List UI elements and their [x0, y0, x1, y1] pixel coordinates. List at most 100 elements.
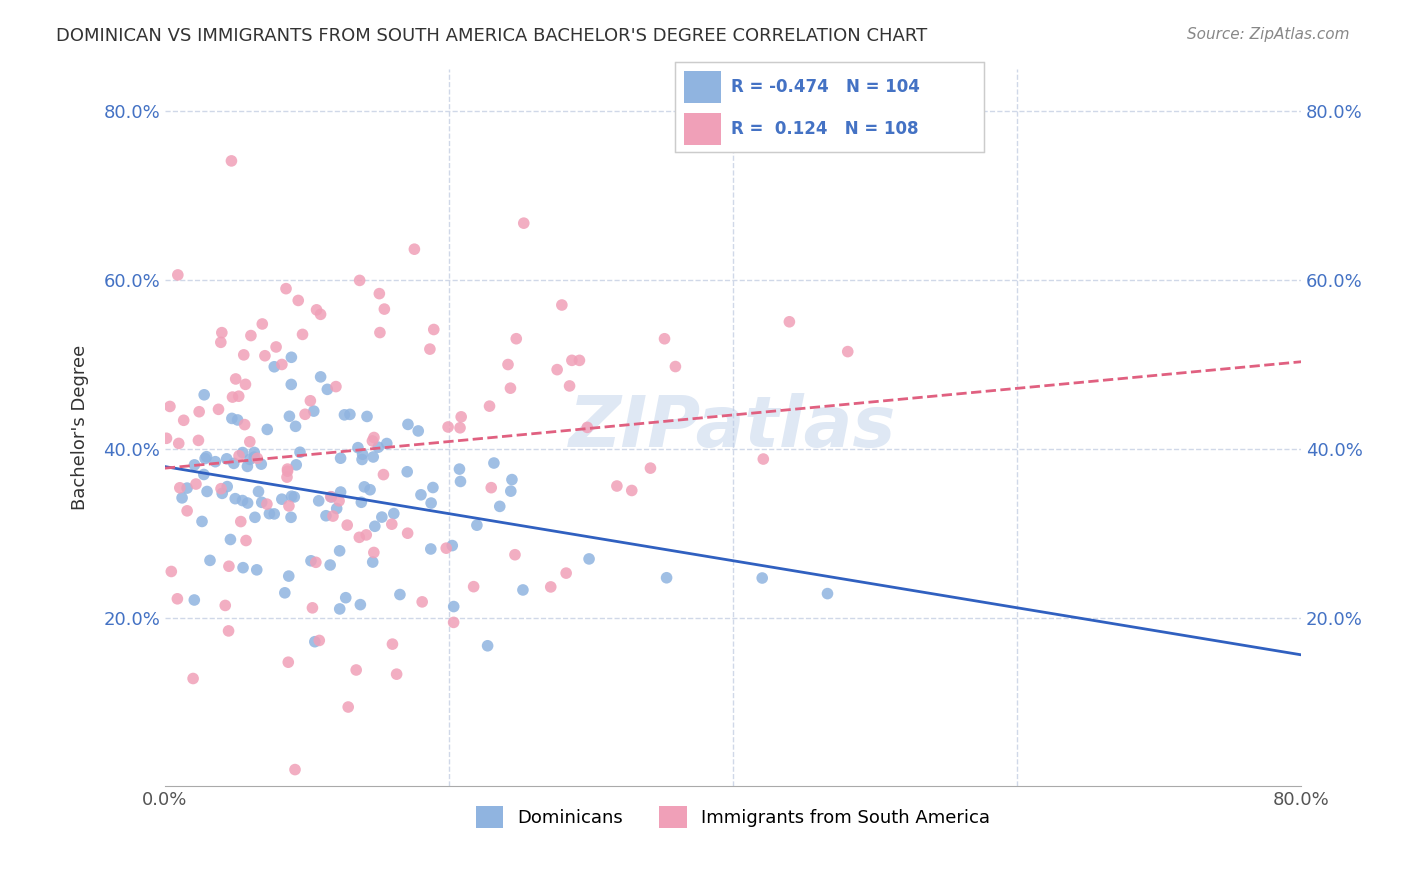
- Immigrants from South America: [291, 327, 314, 342]
- Dominicans: [195, 450, 218, 464]
- Dominicans: [250, 457, 273, 471]
- Immigrants from South America: [264, 340, 287, 354]
- Immigrants from South America: [235, 533, 257, 548]
- Immigrants from South America: [368, 326, 391, 340]
- Immigrants from South America: [551, 298, 574, 312]
- Immigrants from South America: [294, 407, 316, 421]
- Dominicans: [349, 598, 371, 612]
- Dominicans: [578, 552, 600, 566]
- Immigrants from South America: [503, 548, 526, 562]
- Dominicans: [280, 377, 302, 392]
- Immigrants from South America: [561, 353, 583, 368]
- Dominicans: [364, 519, 387, 533]
- Immigrants from South America: [640, 461, 662, 475]
- Immigrants from South America: [419, 342, 441, 356]
- Immigrants from South America: [373, 467, 395, 482]
- Dominicans: [406, 424, 429, 438]
- Immigrants from South America: [159, 400, 181, 414]
- Dominicans: [655, 571, 678, 585]
- Immigrants from South America: [437, 420, 460, 434]
- Immigrants from South America: [540, 580, 562, 594]
- Text: R =  0.124   N = 108: R = 0.124 N = 108: [731, 120, 918, 138]
- Dominicans: [194, 451, 217, 466]
- Immigrants from South America: [277, 464, 299, 478]
- Dominicans: [239, 452, 262, 467]
- Immigrants from South America: [546, 362, 568, 376]
- Dominicans: [243, 445, 266, 459]
- Dominicans: [191, 515, 214, 529]
- Dominicans: [817, 586, 839, 600]
- Immigrants from South America: [218, 624, 240, 638]
- Immigrants from South America: [513, 216, 536, 230]
- Immigrants from South America: [449, 421, 471, 435]
- Immigrants from South America: [337, 700, 360, 714]
- Immigrants from South America: [381, 637, 404, 651]
- Immigrants from South America: [239, 328, 262, 343]
- Dominicans: [388, 588, 411, 602]
- Dominicans: [309, 370, 332, 384]
- Dominicans: [183, 458, 205, 472]
- Dominicans: [176, 481, 198, 495]
- Dominicans: [231, 493, 253, 508]
- Dominicans: [304, 634, 326, 648]
- Dominicans: [329, 602, 352, 616]
- Immigrants from South America: [349, 530, 371, 544]
- Immigrants from South America: [155, 431, 177, 445]
- Dominicans: [352, 452, 374, 467]
- Immigrants from South America: [209, 335, 232, 350]
- Immigrants from South America: [385, 667, 408, 681]
- Immigrants from South America: [463, 580, 485, 594]
- Immigrants from South America: [373, 302, 395, 317]
- Dominicans: [288, 445, 311, 459]
- Immigrants from South America: [276, 470, 298, 484]
- Dominicans: [396, 417, 419, 432]
- Dominicans: [367, 440, 389, 454]
- Dominicans: [465, 518, 488, 533]
- Immigrants from South America: [239, 434, 262, 449]
- Dominicans: [232, 445, 254, 459]
- Immigrants from South America: [411, 595, 433, 609]
- Text: R = -0.474   N = 104: R = -0.474 N = 104: [731, 78, 920, 95]
- Immigrants from South America: [284, 763, 307, 777]
- Dominicans: [274, 586, 297, 600]
- Immigrants from South America: [381, 517, 404, 532]
- Dominicans: [277, 569, 299, 583]
- Dominicans: [236, 496, 259, 510]
- Immigrants from South America: [228, 389, 250, 403]
- Immigrants from South America: [301, 600, 323, 615]
- Dominicans: [751, 571, 773, 585]
- Dominicans: [170, 491, 193, 505]
- Immigrants from South America: [478, 399, 501, 413]
- Immigrants from South America: [363, 430, 385, 444]
- Immigrants from South America: [167, 436, 190, 450]
- Dominicans: [243, 510, 266, 524]
- Immigrants from South America: [274, 282, 297, 296]
- Immigrants from South America: [169, 481, 191, 495]
- Dominicans: [420, 496, 443, 510]
- Dominicans: [347, 441, 370, 455]
- Immigrants from South America: [277, 655, 299, 669]
- Dominicans: [222, 456, 245, 470]
- Dominicans: [419, 541, 441, 556]
- Immigrants from South America: [233, 417, 256, 432]
- Dominicans: [193, 467, 215, 482]
- Immigrants from South America: [404, 242, 426, 256]
- Dominicans: [316, 382, 339, 396]
- Immigrants from South America: [305, 555, 328, 569]
- Dominicans: [409, 488, 432, 502]
- Text: Source: ZipAtlas.com: Source: ZipAtlas.com: [1187, 27, 1350, 42]
- Immigrants from South America: [176, 504, 198, 518]
- Dominicans: [250, 495, 273, 509]
- Immigrants from South America: [188, 405, 211, 419]
- Immigrants from South America: [837, 344, 859, 359]
- Dominicans: [329, 544, 352, 558]
- Immigrants from South America: [654, 332, 676, 346]
- Dominicans: [333, 408, 356, 422]
- Dominicans: [280, 489, 302, 503]
- Dominicans: [361, 555, 384, 569]
- Dominicans: [353, 480, 375, 494]
- Dominicans: [284, 419, 307, 434]
- Dominicans: [321, 490, 343, 504]
- Dominicans: [226, 413, 249, 427]
- Dominicans: [350, 495, 373, 509]
